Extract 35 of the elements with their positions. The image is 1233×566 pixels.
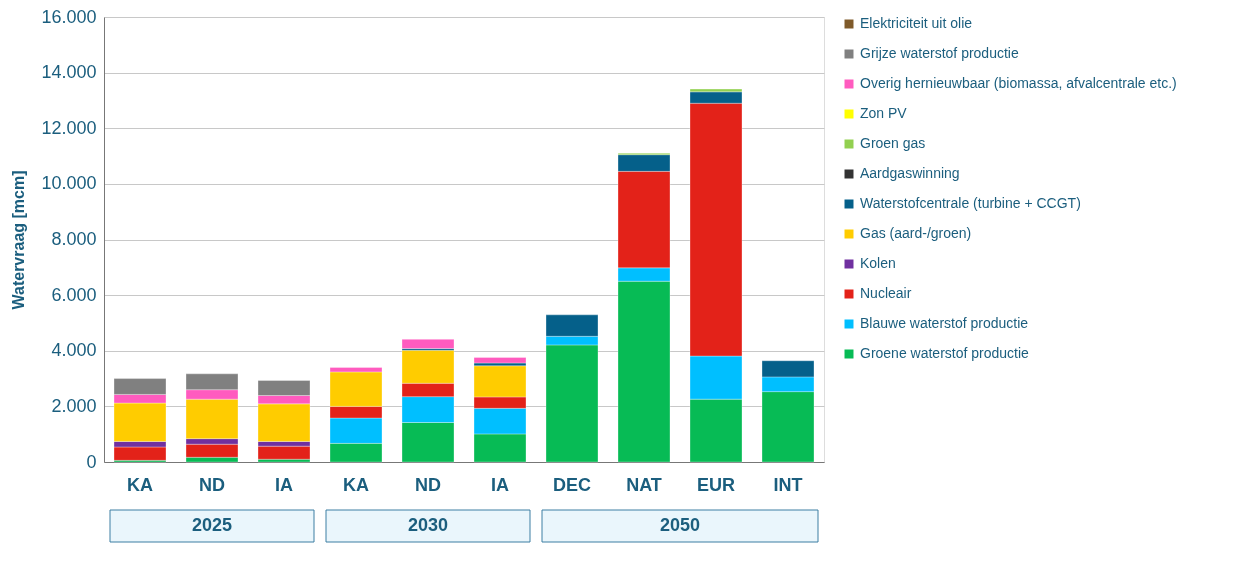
x-tick-label: NAT bbox=[626, 474, 662, 495]
legend-label: Groen gas bbox=[860, 135, 926, 151]
y-tick-label: 6.000 bbox=[51, 284, 97, 305]
legend-label: Blauwe waterstof productie bbox=[860, 315, 1029, 331]
x-tick-label: ND bbox=[415, 474, 441, 495]
legend-label: Nucleair bbox=[860, 285, 912, 301]
legend-label: Zon PV bbox=[860, 105, 908, 121]
y-tick-label: 2.000 bbox=[51, 395, 97, 416]
x-tick-label: IA bbox=[275, 474, 293, 495]
y-tick-label: 4.000 bbox=[51, 340, 97, 361]
x-tick-label: KA bbox=[343, 474, 369, 495]
x-tick-label: KA bbox=[127, 474, 153, 495]
y-tick-label: 8.000 bbox=[51, 229, 97, 249]
legend-label: Grijze waterstof productie bbox=[860, 45, 1019, 61]
legend-label: Gas (aard-/groen) bbox=[860, 225, 972, 241]
text: 2025 bbox=[191, 515, 233, 535]
x-tick-label: DEC bbox=[552, 474, 592, 495]
text: 2050 bbox=[659, 515, 701, 535]
x-tick-label: ND bbox=[199, 474, 225, 495]
legend-label: Kolen bbox=[860, 255, 896, 271]
legend-label: Aardgaswinning bbox=[860, 165, 960, 181]
x-tick-label: INT bbox=[773, 474, 803, 495]
x-tick-label: IA bbox=[491, 474, 509, 495]
y-tick-label: 14.000 bbox=[41, 62, 97, 83]
legend-label: Groene waterstof productie bbox=[860, 345, 1030, 361]
legend-label: Overig hernieuwbaar (biomassa, afvalcentrale etc.) bbox=[860, 75, 1177, 91]
x-tick-label: EUR bbox=[696, 474, 736, 495]
y-tick-label: 0 bbox=[86, 451, 97, 472]
y-tick-label: 16.000 bbox=[41, 6, 97, 27]
y-tick-label: 10.000 bbox=[41, 173, 97, 194]
text: 2030 bbox=[407, 515, 449, 535]
y-axis-title: Watervraag [mcm] bbox=[10, 170, 28, 310]
y-tick-label: 12.000 bbox=[41, 117, 97, 138]
legend-label: Elektriciteit uit olie bbox=[860, 15, 973, 31]
legend-label: Waterstofcentrale (turbine + CCGT) bbox=[860, 195, 1081, 211]
